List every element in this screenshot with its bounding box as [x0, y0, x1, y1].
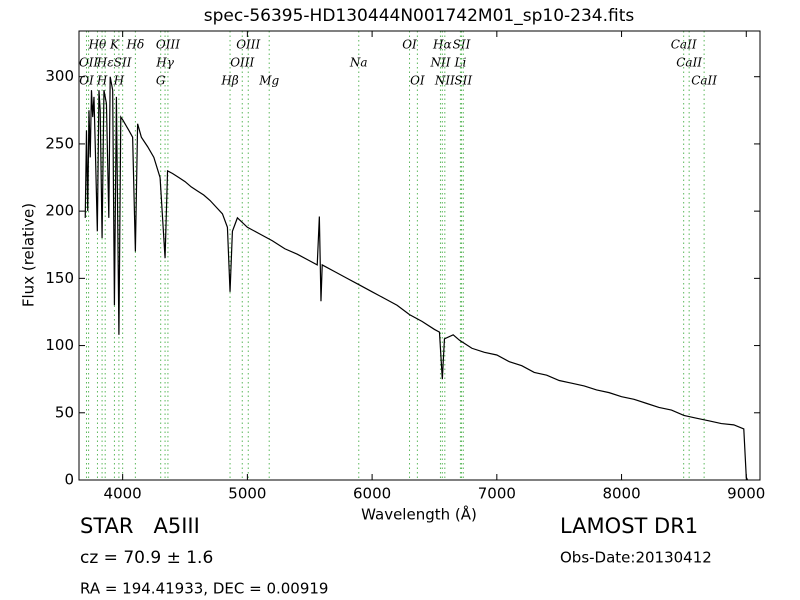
spectral-line-label: G	[156, 74, 166, 88]
spectral-line-label: OI	[410, 74, 425, 88]
y-tick-label: 150	[45, 269, 74, 287]
survey: LAMOST DR1	[560, 514, 698, 538]
spectral-line-label: OIII	[156, 38, 180, 52]
spectral-line-label: NII	[434, 74, 455, 88]
chart-title: spec-56395-HD130444N001742M01_sp10-234.f…	[204, 6, 635, 26]
spectral-line-label: NII	[429, 56, 450, 70]
spectral-line-label: OI	[79, 74, 94, 88]
x-tick-label: 9000	[727, 485, 765, 503]
spectral-line-label: SII	[114, 56, 132, 70]
spectral-line-label: Hα	[432, 38, 452, 52]
spectral-line-label: CaII	[691, 74, 717, 88]
spectral-line-label: CaII	[676, 56, 702, 70]
y-axis-label: Flux (relative)	[20, 203, 38, 307]
plot-frame	[78, 30, 761, 481]
spectral-line-label: SII	[453, 38, 471, 52]
spectral-line-label: Hγ	[155, 56, 174, 70]
spectral-line-label: Hε	[96, 56, 114, 70]
spectral-line-label: Hδ	[126, 38, 145, 52]
x-axis-label: Wavelength (Å)	[361, 505, 477, 524]
y-tick-label: 100	[45, 336, 74, 354]
spectrum-line	[84, 76, 749, 481]
spectral-line-label: Hθ	[88, 38, 107, 52]
coordinates: RA = 194.41933, DEC = 0.00919	[80, 580, 328, 598]
y-tick-label: 50	[55, 403, 74, 421]
spectral-line-label: H	[96, 74, 108, 88]
spectral-line-label: K	[109, 38, 120, 52]
spectral-line-label: Li	[454, 56, 467, 70]
y-tick-label: 0	[64, 471, 74, 489]
spectral-line-label: OII	[79, 56, 99, 70]
spectral-line-label: Mg	[258, 74, 279, 88]
redshift: cz = 70.9 ± 1.6	[80, 548, 213, 568]
object-class: STAR A5III	[80, 514, 200, 538]
obs-date: Obs-Date:20130412	[560, 549, 712, 567]
x-tick-label: 5000	[228, 485, 266, 503]
x-tick-label: 6000	[353, 485, 391, 503]
x-tick-label: 8000	[602, 485, 640, 503]
spectral-line-label: Na	[349, 56, 368, 70]
y-tick-label: 300	[45, 67, 74, 85]
spectral-line-label: H	[113, 74, 125, 88]
spectral-line-label: CaII	[671, 38, 697, 52]
spectral-line-label: OIII	[236, 38, 260, 52]
y-tick-label: 250	[45, 134, 74, 152]
spectral-line-label: SII	[454, 74, 472, 88]
spectral-line-label: OIII	[230, 56, 254, 70]
x-tick-label: 7000	[478, 485, 516, 503]
x-tick-label: 4000	[104, 485, 142, 503]
spectral-line-label: OI	[402, 38, 417, 52]
spectral-line-label: Hβ	[220, 74, 238, 88]
y-tick-label: 200	[45, 202, 74, 220]
